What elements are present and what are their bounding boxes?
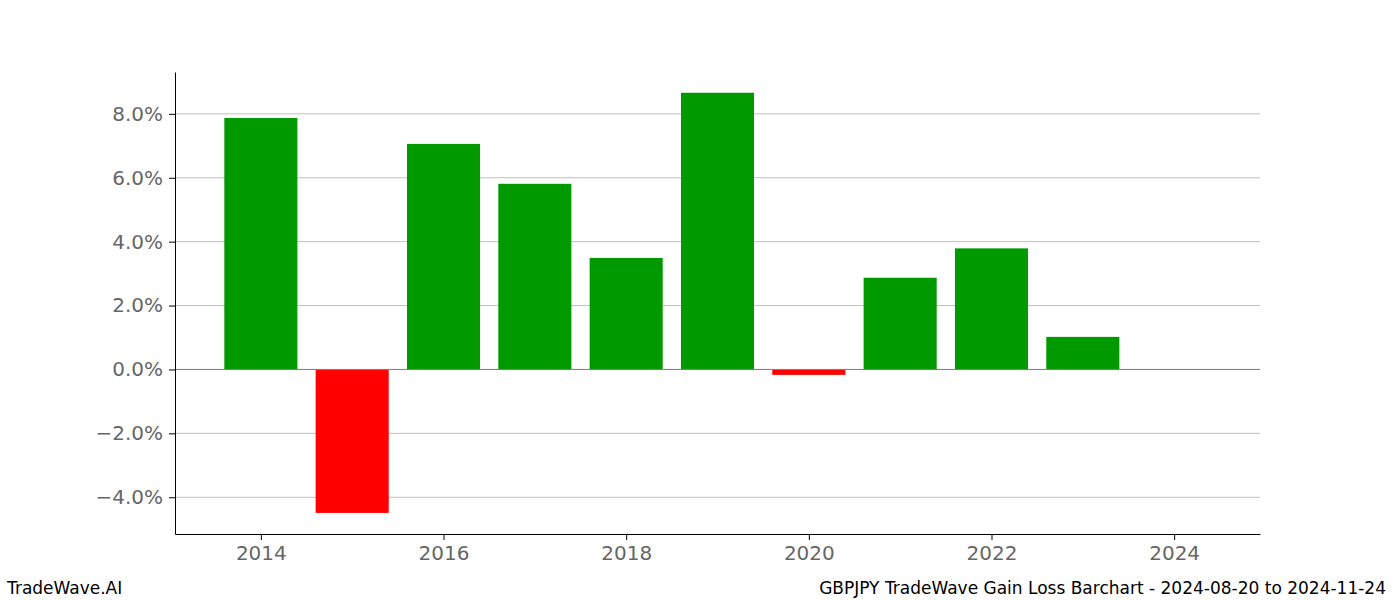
x-tick-label: 2014 <box>236 541 287 565</box>
chart: −4.0%−2.0%0.0%2.0%4.0%6.0%8.0%2014201620… <box>0 0 1400 600</box>
y-tick: 6.0% <box>112 166 175 190</box>
x-tick-mark <box>444 534 445 540</box>
x-tick-mark <box>261 534 262 540</box>
x-tick-mark <box>1174 534 1175 540</box>
x-tick-mark <box>991 534 992 540</box>
y-tick: 8.0% <box>112 102 175 126</box>
y-tick-mark <box>169 497 175 498</box>
x-tick: 2024 <box>1149 534 1200 565</box>
x-tick-label: 2022 <box>967 541 1018 565</box>
y-tick: 0.0% <box>112 357 175 381</box>
y-axis: −4.0% −2.0% 0.0% 2.0% 4.0% 6.0% 8.0% <box>95 73 175 535</box>
bar <box>407 144 480 370</box>
x-tick-label: 2024 <box>1149 541 1200 565</box>
y-tick-label: −4.0% <box>95 485 163 509</box>
bar <box>681 93 754 370</box>
y-tick-mark <box>169 369 175 370</box>
y-tick-label: 2.0% <box>112 293 163 317</box>
y-tick-mark <box>169 433 175 434</box>
x-axis: 2014 2016 2018 2020 2022 2024 <box>176 534 1261 565</box>
x-tick: 2016 <box>419 534 470 565</box>
y-tick-mark <box>169 306 175 307</box>
title: GBPJPY TradeWave Gain Loss Barchart - 20… <box>819 578 1386 598</box>
y-tick-mark <box>169 178 175 179</box>
bar <box>316 369 389 512</box>
y-tick-label: 0.0% <box>112 357 163 381</box>
x-tick-label: 2018 <box>601 541 652 565</box>
bar <box>224 118 297 369</box>
y-tick: −4.0% <box>95 485 175 509</box>
x-tick-label: 2016 <box>419 541 470 565</box>
x-tick: 2020 <box>784 534 835 565</box>
bars <box>224 93 1119 513</box>
x-axis-line <box>176 534 1261 535</box>
y-tick-label: 4.0% <box>112 230 163 254</box>
grid-line <box>175 369 1260 370</box>
y-tick-label: 8.0% <box>112 102 163 126</box>
bar <box>498 184 571 370</box>
x-tick-mark <box>626 534 627 540</box>
x-tick: 2014 <box>236 534 287 565</box>
y-tick-mark <box>169 114 175 115</box>
bar <box>1046 337 1119 370</box>
bar <box>590 258 663 370</box>
bar <box>864 278 937 370</box>
y-axis-line <box>175 73 176 535</box>
bar <box>955 248 1028 369</box>
y-tick-label: −2.0% <box>95 421 163 445</box>
y-tick: 4.0% <box>112 230 175 254</box>
y-tick: −2.0% <box>95 421 175 445</box>
y-tick-label: 6.0% <box>112 166 163 190</box>
watermark: TradeWave.AI <box>6 578 122 598</box>
x-tick-mark <box>809 534 810 540</box>
zero-line <box>175 369 1260 370</box>
x-tick: 2018 <box>601 534 652 565</box>
y-tick: 2.0% <box>112 293 175 317</box>
x-tick-label: 2020 <box>784 541 835 565</box>
y-tick-mark <box>169 242 175 243</box>
x-tick: 2022 <box>967 534 1018 565</box>
bar <box>772 369 845 374</box>
